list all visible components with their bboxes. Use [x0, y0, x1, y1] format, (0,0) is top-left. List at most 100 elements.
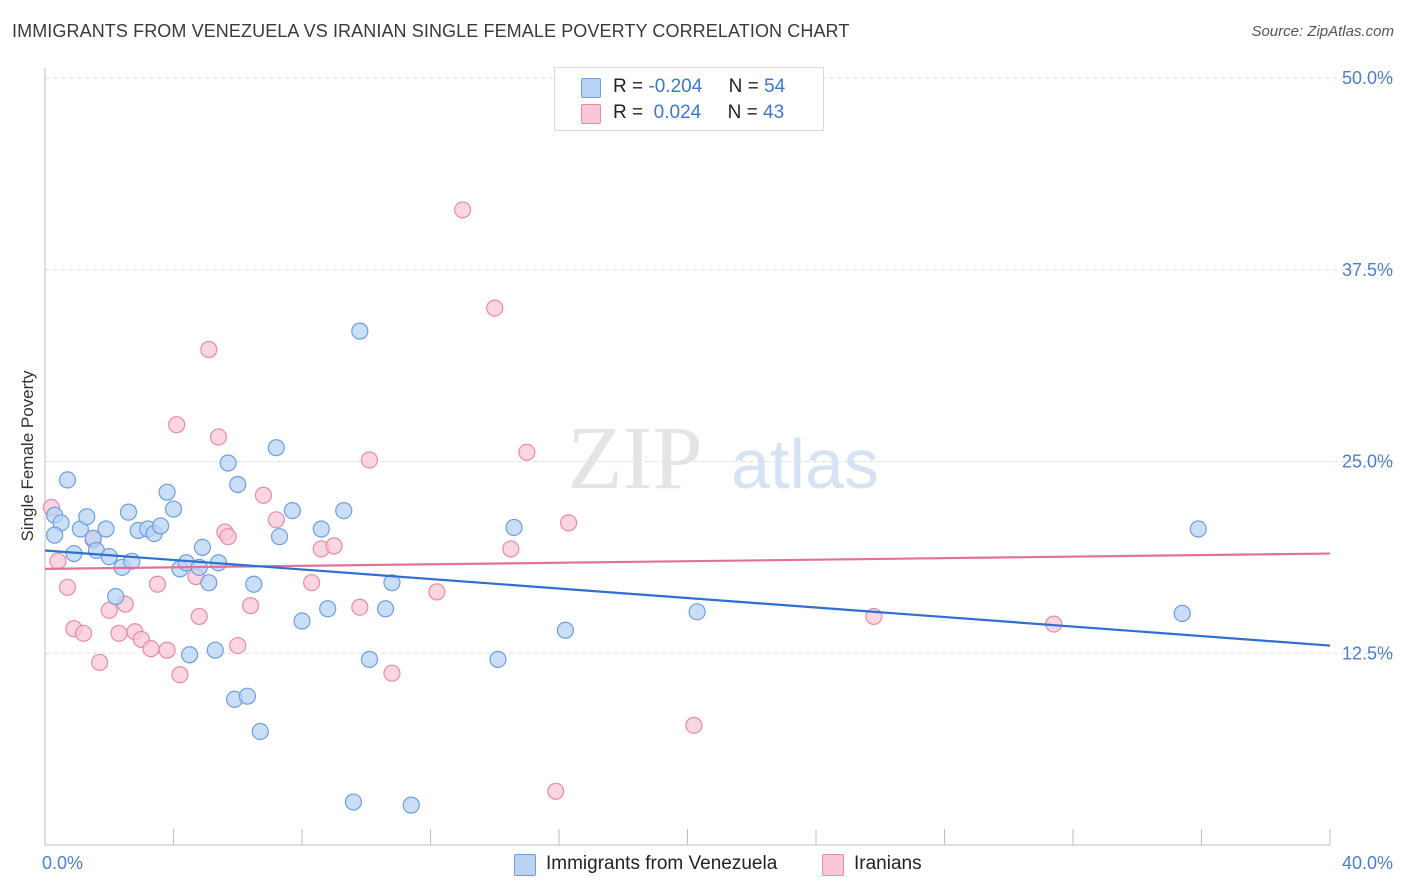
iranians-point: [190, 607, 208, 626]
iranians-point: [219, 528, 237, 546]
x-tick-label: 0.0%: [42, 853, 83, 873]
venezuela-point: [383, 574, 401, 592]
venezuela-point: [489, 650, 507, 668]
iranians-point: [242, 597, 260, 615]
bottom-legend-label: Immigrants from Venezuela: [546, 853, 778, 874]
legend-r-label: R =: [613, 102, 644, 123]
legend-n-value: 54: [764, 76, 786, 97]
watermark-zip: ZIP: [568, 409, 703, 508]
venezuela-point: [1173, 604, 1191, 622]
iranians-point: [325, 537, 343, 555]
venezuela-point: [219, 454, 237, 472]
venezuela-point: [46, 526, 64, 544]
venezuela-point: [556, 621, 575, 639]
venezuela-point: [229, 475, 247, 494]
venezuela-point: [351, 322, 369, 340]
bottom-legend-swatch-blue: [514, 854, 536, 876]
y-tick-label: 37.5%: [1342, 260, 1393, 280]
iranians-point: [560, 514, 578, 532]
iranians-point: [229, 636, 247, 655]
venezuela-point: [238, 687, 256, 705]
legend-n-value: 43: [763, 102, 785, 123]
iranians-point: [267, 511, 285, 529]
venezuela-point: [119, 503, 138, 521]
iranians-point: [209, 428, 228, 446]
bottom-legend-swatch-pink: [822, 854, 844, 876]
trend-lines: [44, 549, 1331, 647]
stats-legend: R = -0.204 N = 54 R = 0.024 N = 43: [554, 67, 824, 131]
iranians-trend-line: [44, 552, 1331, 570]
iranians-point: [303, 574, 321, 592]
y-tick-label: 25.0%: [1342, 452, 1393, 472]
venezuela-point: [180, 646, 199, 664]
venezuela-point: [376, 600, 395, 618]
iranians-point: [148, 575, 167, 593]
iranians-point: [351, 598, 369, 616]
legend-n-label: N =: [728, 76, 759, 97]
iranians-point: [254, 486, 273, 504]
venezuela-point: [688, 603, 706, 621]
venezuela-point: [206, 641, 224, 659]
iranians-point: [685, 716, 703, 734]
iranians-point: [171, 666, 189, 684]
legend-n-label: N =: [727, 102, 758, 123]
iranians-point: [383, 664, 401, 682]
iranians-point: [486, 299, 504, 317]
venezuela-point: [97, 520, 115, 538]
iranians-point: [360, 451, 379, 469]
venezuela-point: [270, 528, 289, 546]
iranians-point: [547, 782, 565, 800]
iranians-point: [74, 624, 93, 642]
venezuela-trend-line: [44, 549, 1331, 647]
bottom-legend-label: Iranians: [854, 853, 922, 874]
venezuela-point: [152, 517, 170, 535]
venezuela-point: [251, 722, 269, 741]
venezuela-point: [344, 793, 362, 811]
venezuela-point: [193, 538, 212, 557]
y-tick-label: 12.5%: [1342, 643, 1393, 663]
iranians-point: [100, 601, 118, 619]
venezuela-point: [164, 500, 183, 518]
venezuela-point: [245, 575, 263, 593]
venezuela-point: [319, 600, 337, 618]
venezuela-point: [1189, 520, 1207, 538]
watermark-atlas: atlas: [731, 425, 879, 503]
iranians-point: [168, 416, 186, 434]
zipatlas-watermark: ZIP atlas: [568, 409, 879, 508]
venezuela-point: [402, 796, 420, 814]
iranians-point: [200, 340, 218, 359]
legend-swatch-pink: [581, 104, 601, 124]
venezuela-point: [58, 471, 77, 489]
venezuela-point: [360, 650, 379, 668]
chart-title: IMMIGRANTS FROM VENEZUELA VS IRANIAN SIN…: [12, 21, 850, 41]
venezuela-point: [78, 508, 96, 526]
venezuela-point: [158, 483, 176, 501]
venezuela-point: [312, 520, 330, 538]
venezuela-point: [107, 587, 125, 606]
iranians-point: [58, 578, 77, 596]
y-tick-label: 50.0%: [1342, 68, 1393, 88]
source-credit: Source: ZipAtlas.com: [1251, 23, 1394, 40]
iranians-points: [42, 201, 1063, 800]
venezuela-point: [293, 612, 311, 630]
iranians-point: [518, 443, 536, 461]
legend-r-label: R =: [613, 76, 644, 97]
legend-swatch-blue: [581, 78, 601, 98]
venezuela-point: [335, 501, 353, 520]
iranians-point: [428, 583, 446, 601]
iranians-point: [158, 641, 176, 659]
iranians-point: [142, 640, 160, 658]
iranians-point: [502, 540, 520, 558]
legend-r-value: 0.024: [653, 102, 702, 123]
iranians-point: [91, 653, 109, 672]
iranians-point: [49, 552, 67, 570]
iranians-point: [110, 624, 128, 642]
x-tick-label: 40.0%: [1342, 853, 1393, 873]
tick-labels: 12.5% 25.0% 37.5% 50.0% 0.0% 40.0%: [42, 68, 1393, 873]
iranians-point: [454, 201, 472, 219]
venezuela-point: [267, 439, 285, 457]
legend-r-value: -0.204: [648, 76, 703, 97]
venezuela-point: [505, 518, 523, 537]
venezuela-point: [200, 574, 218, 592]
